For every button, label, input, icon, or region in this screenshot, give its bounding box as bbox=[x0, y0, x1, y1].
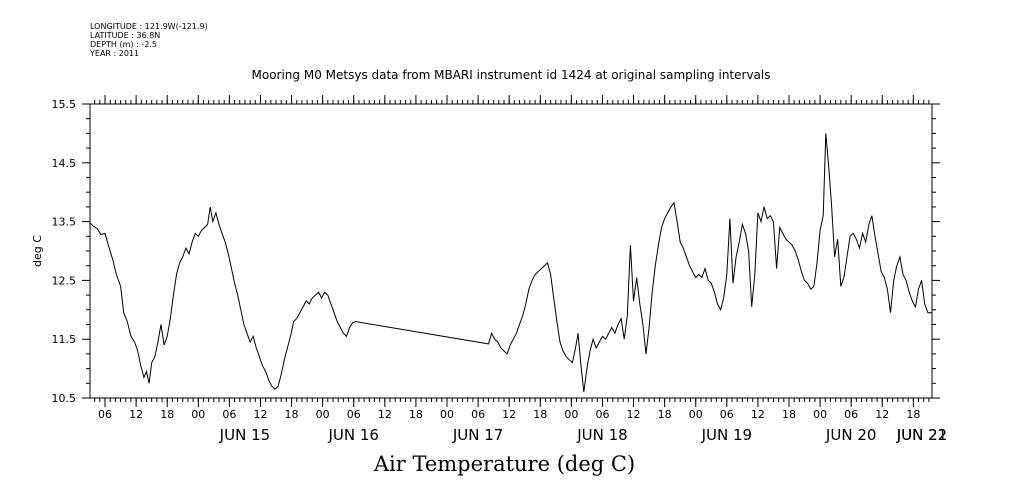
x-hour-label: 06 bbox=[720, 408, 734, 421]
x-day-label: JUN 20 bbox=[825, 426, 876, 444]
series-line bbox=[89, 133, 932, 393]
x-day-label: JUN 19 bbox=[701, 426, 752, 444]
longitude-label: LONGITUDE : 121.9W(-121.9) bbox=[90, 22, 208, 31]
x-hour-label: 18 bbox=[658, 408, 672, 421]
x-hour-label: 00 bbox=[689, 408, 703, 421]
x-hour-label: 00 bbox=[440, 408, 454, 421]
depth-label: DEPTH (m) : -2.5 bbox=[90, 40, 157, 49]
x-hour-label: 06 bbox=[471, 408, 485, 421]
x-axis: 06 12 18 00 06 12 18 00 06 12 18 00 06 12 18 00 06 12 18 00… bbox=[98, 95, 947, 444]
y-tick-label: 12.5 bbox=[52, 274, 77, 287]
x-hour-label: 12 bbox=[502, 408, 516, 421]
x-hour-label: 06 bbox=[222, 408, 236, 421]
x-hour-label: 12 bbox=[253, 408, 267, 421]
x-day-label: JUN 16 bbox=[327, 426, 378, 444]
x-hour-label: 06 bbox=[98, 408, 112, 421]
x-hour-label: 18 bbox=[285, 408, 299, 421]
y-tick-label: 14.5 bbox=[52, 157, 77, 170]
x-day-label: JUN 22 bbox=[896, 426, 947, 444]
x-day-label: JUN 21 bbox=[896, 426, 947, 444]
x-hour-label: 00 bbox=[316, 408, 330, 421]
minor-ticks bbox=[94, 100, 930, 402]
x-hour-label: 12 bbox=[751, 408, 765, 421]
x-hour-label: 12 bbox=[875, 408, 889, 421]
y-tick-label: 11.5 bbox=[52, 333, 77, 346]
metadata-block: LONGITUDE : 121.9W(-121.9) LATITUDE : 36… bbox=[90, 22, 208, 58]
x-hour-label: 18 bbox=[782, 408, 796, 421]
x-hour-label: 00 bbox=[564, 408, 578, 421]
x-hour-label: 06 bbox=[844, 408, 858, 421]
variable-title: Air Temperature (deg C) bbox=[373, 452, 636, 476]
y-tick-label: 10.5 bbox=[52, 392, 77, 405]
plot-frame bbox=[89, 103, 933, 399]
x-hour-label: 18 bbox=[160, 408, 174, 421]
x-hour-label: 18 bbox=[409, 408, 423, 421]
x-hour-label: 18 bbox=[533, 408, 547, 421]
x-hour-label: 06 bbox=[347, 408, 361, 421]
y-tick-label: 13.5 bbox=[52, 216, 77, 229]
x-hour-label: 12 bbox=[378, 408, 392, 421]
x-day-label: JUN 18 bbox=[576, 426, 627, 444]
x-hour-label: 06 bbox=[595, 408, 609, 421]
latitude-label: LATITUDE : 36.8N bbox=[90, 31, 161, 40]
y-tick-label: 15.5 bbox=[52, 98, 77, 111]
x-hour-label: 18 bbox=[906, 408, 920, 421]
y-axis: 10.5 11.5 12.5 13.5 14.5 15.5 bbox=[52, 98, 940, 405]
x-day-label: JUN 17 bbox=[452, 426, 503, 444]
chart-title: Mooring M0 Metsys data from MBARI instru… bbox=[251, 68, 771, 82]
y-axis-label: deg C bbox=[31, 235, 44, 267]
year-label: YEAR : 2011 bbox=[90, 49, 140, 58]
x-hour-label: 12 bbox=[129, 408, 143, 421]
x-hour-label: 00 bbox=[191, 408, 205, 421]
x-hour-label: 00 bbox=[813, 408, 827, 421]
x-day-label: JUN 15 bbox=[219, 426, 270, 444]
x-hour-label: 12 bbox=[627, 408, 641, 421]
